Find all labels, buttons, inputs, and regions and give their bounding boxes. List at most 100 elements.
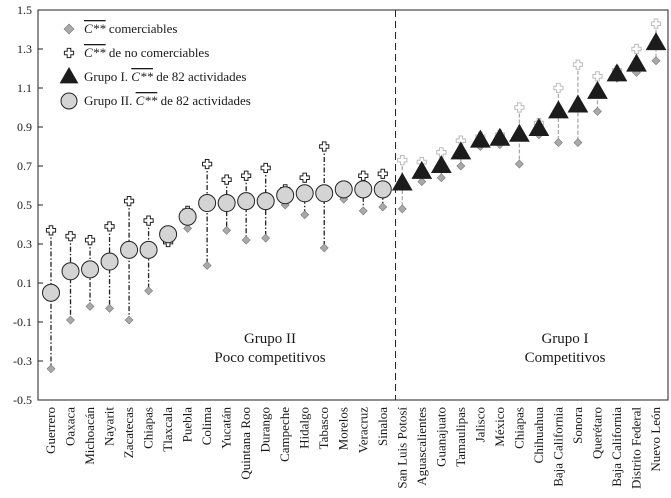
comerciables-point [436,173,446,183]
no-comerciables-point [553,82,564,94]
actividades-circle-point [120,240,139,259]
no-comerciables-point [123,196,135,207]
y-tick-label: -0.5 [13,393,32,407]
y-tick-label: 0.7 [17,159,32,173]
legend-triangle-icon [59,66,79,84]
x-tick-label: México [492,407,507,447]
x-tick-label: Jalisco [472,407,487,442]
x-tick-label: Aguascalientes [414,407,429,486]
legend-text: de no comerciables [106,45,210,60]
no-comerciables-point [221,174,232,185]
no-comerciables-point [202,158,213,170]
x-tick-label: Veracruz [355,407,370,453]
comerciables-point [144,286,154,296]
actividades-circle-point [139,240,158,259]
x-tick-label: Guerrero [43,407,58,454]
no-comerciables-point [319,141,330,152]
x-tick-label: Distrito Federal [628,407,643,489]
actividades-circle-point [217,194,236,213]
no-comerciables-point [631,43,642,55]
no-comerciables-point [260,162,271,174]
comerciables-point [397,204,407,214]
y-tick-label: 1.3 [17,42,32,56]
comerciables-point [300,210,310,220]
comerciables-point [85,301,95,311]
no-comerciables-point [514,102,525,113]
legend-prefix: Grupo II. [84,93,136,108]
y-tick-label: 0.3 [17,237,32,251]
x-tick-label: Hidalgo [297,407,312,449]
actividades-triangle-point [626,53,647,72]
comerciables-point [46,364,56,374]
actividades-triangle-point [509,123,530,142]
actividades-triangle-point [430,154,452,173]
actividades-triangle-point [450,141,472,160]
actividades-circle-point [237,192,256,211]
no-comerciables-point [104,221,115,232]
actividades-triangle-point [548,100,569,119]
no-comerciables-point [436,147,447,158]
actividades-circle-point [159,225,178,244]
legend-stat: C** [84,45,106,60]
no-comerciables-point [377,168,388,179]
actividades-triangle-point [391,172,413,191]
comerciables-point [202,261,212,270]
actividades-circle-point [256,192,275,211]
comerciables-point [358,206,368,216]
no-comerciables-point [358,170,369,181]
y-tick-label: 0.9 [17,120,32,134]
legend-stat: C** [136,93,158,108]
x-tick-label: Oaxaca [63,407,78,446]
actividades-triangle-point [606,63,628,82]
legend-stat: C** [84,21,106,36]
x-tick-label: Nayarit [102,407,117,446]
actividades-circle-point [198,194,217,213]
legend-label: C** de no comerciables [84,45,209,60]
actividades-circle-point [354,180,373,199]
actividades-triangle-point [528,117,550,136]
x-tick-label: Tamaulipas [453,407,468,467]
y-tick-label: -0.3 [13,354,32,368]
y-tick-label: 0.5 [17,198,32,212]
legend-text: de 82 actividades [153,69,247,84]
comerciables-point [573,138,583,148]
comerciables-point [241,235,251,245]
no-comerciables-point [241,170,252,181]
actividades-triangle-point [469,129,491,148]
legend-text: de 82 actividades [157,93,251,108]
group-labels: Grupo II Poco competitivos Grupo I Competit… [214,331,605,366]
comerciables-point [378,202,388,212]
no-comerciables-point [572,59,584,70]
x-tick-label: Quintana Roo [238,407,253,480]
y-tick-label: 1.1 [17,81,32,95]
comerciables-point [319,243,329,253]
comerciables-point [593,106,602,116]
actividades-triangle-point [567,94,589,113]
x-tick-label: Puebla [180,407,195,443]
x-tick-label: Chiapas [141,407,156,449]
no-comerciables-point [65,231,76,242]
x-tick-label: Querétaro [589,407,604,459]
x-tick-label: Chihuahua [531,407,546,464]
actividades-circle-point [315,184,334,203]
legend-label: C** comerciables [84,21,178,36]
x-tick-label: Durango [258,407,273,453]
no-comerciables-point [299,172,310,183]
group-subtitle: Poco competitivos [214,350,325,366]
x-tick-label: Nuevo León [648,407,663,472]
actividades-circle-point [276,186,295,205]
x-tick-label: Morelos [336,407,351,450]
actividades-circle-point [42,283,60,302]
no-comerciables-point [45,225,57,236]
x-tick-label: Colima [199,407,214,446]
comerciables-point [417,177,427,187]
x-tick-label: Michoacán [82,407,97,465]
legend-stat: C** [131,69,153,84]
x-tick-label: Tabasco [316,407,331,449]
comerciables-point [124,315,134,325]
y-tick-label: -0.1 [13,315,32,329]
x-axis-labels: Guerrero Oaxaca Michoacán Nayarit Zacatecas C… [43,407,663,489]
group-label: Grupo II [244,331,296,347]
